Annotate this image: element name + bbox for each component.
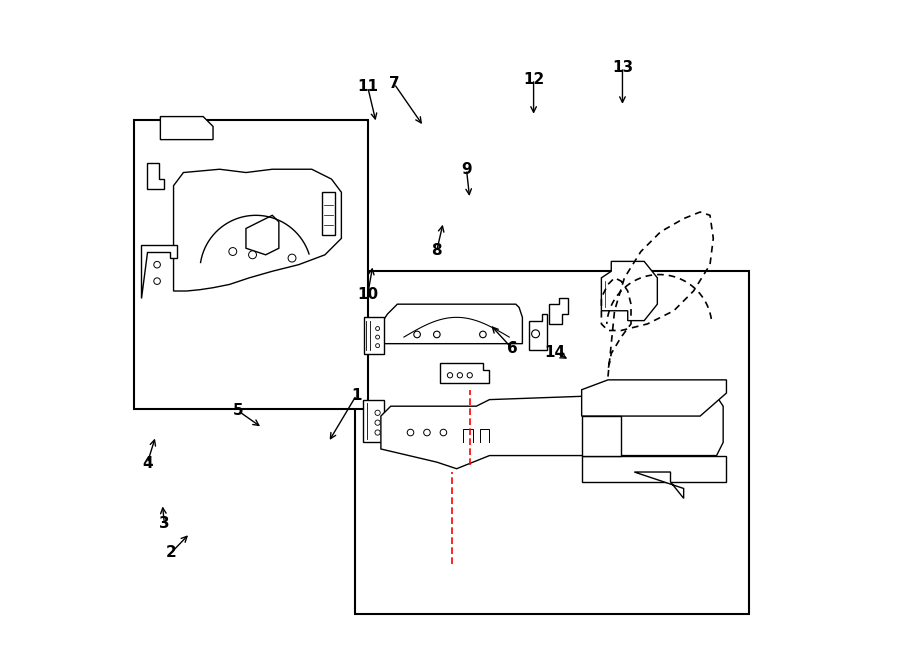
Polygon shape [549,297,569,324]
Circle shape [414,331,420,338]
Polygon shape [381,397,724,469]
Circle shape [375,335,380,339]
Text: 8: 8 [431,243,442,258]
Polygon shape [529,314,547,350]
Text: 11: 11 [357,79,378,95]
Text: 2: 2 [166,545,176,561]
Circle shape [532,330,539,338]
Circle shape [288,254,296,262]
Circle shape [407,429,414,436]
Bar [355,271,750,613]
Polygon shape [634,472,684,498]
Text: 6: 6 [508,342,518,356]
Circle shape [154,261,160,268]
Circle shape [375,430,380,435]
Circle shape [424,429,430,436]
Bar [364,317,384,354]
Polygon shape [148,163,164,189]
Circle shape [434,331,440,338]
Polygon shape [246,215,279,254]
Text: 12: 12 [523,71,544,87]
Text: 4: 4 [142,456,152,471]
Text: 14: 14 [544,345,566,360]
Polygon shape [160,116,213,139]
Polygon shape [381,304,522,344]
Text: 13: 13 [612,59,633,75]
Circle shape [467,373,472,378]
Text: 10: 10 [357,287,378,302]
Circle shape [375,327,380,330]
Circle shape [248,251,256,258]
Circle shape [457,373,463,378]
Circle shape [229,248,237,255]
Circle shape [447,373,453,378]
Circle shape [440,429,446,436]
Polygon shape [581,380,726,416]
Text: 9: 9 [461,162,472,176]
Circle shape [480,331,486,338]
Bar [363,400,384,442]
Polygon shape [581,455,726,482]
Text: 3: 3 [159,516,169,531]
Polygon shape [140,245,176,297]
Circle shape [375,410,380,415]
Polygon shape [581,416,621,455]
Text: 5: 5 [233,403,243,418]
Polygon shape [174,169,341,291]
Circle shape [154,278,160,284]
Bar [321,192,335,235]
Text: 1: 1 [351,387,362,403]
Text: 7: 7 [389,76,400,91]
Bar [134,120,368,409]
Circle shape [375,344,380,348]
Circle shape [375,420,380,425]
Polygon shape [440,364,490,383]
Polygon shape [601,261,657,321]
